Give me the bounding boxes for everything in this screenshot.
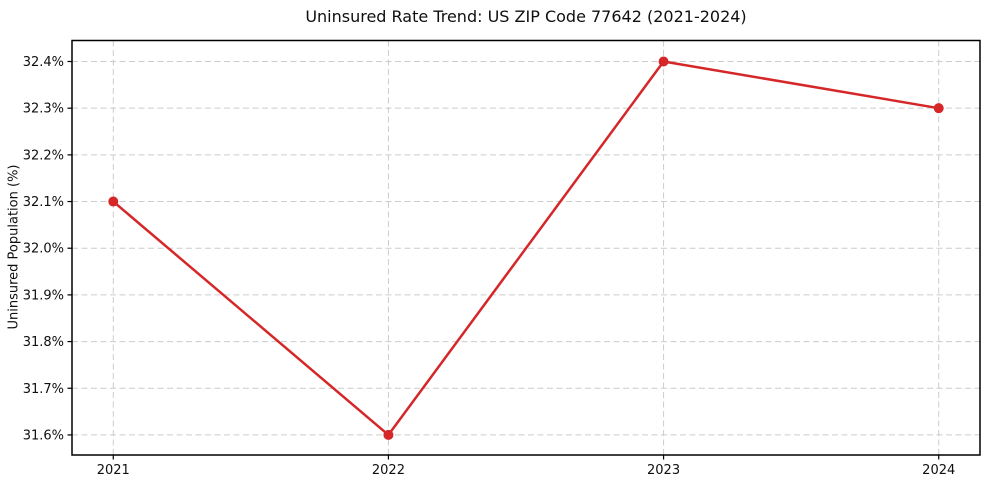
x-tick-label: 2024: [922, 463, 955, 478]
trend-line: [112, 60, 940, 437]
data-point-2024: [933, 103, 944, 114]
y-tick-label: 32.4%: [23, 55, 64, 70]
plot-border: [71, 39, 981, 456]
y-tick-label: 31.7%: [23, 382, 64, 397]
y-tick-label: 31.9%: [23, 288, 64, 303]
data-point-2021: [108, 196, 119, 207]
x-tick-label: 2023: [647, 463, 680, 478]
y-tick-label: 32.3%: [23, 102, 64, 117]
y-tick-label: 32.1%: [23, 195, 64, 210]
x-tick-label: 2022: [372, 463, 405, 478]
y-tick-label: 32.2%: [23, 148, 64, 163]
y-tick-label: 31.6%: [23, 428, 64, 443]
y-tick-label: 32.0%: [23, 242, 64, 257]
y-tick-label: 31.8%: [23, 335, 64, 350]
data-point-2022: [383, 429, 394, 440]
data-point-2023: [658, 56, 669, 67]
x-tick-label: 2021: [97, 463, 130, 478]
chart-title: Uninsured Rate Trend: US ZIP Code 77642 …: [305, 7, 747, 26]
